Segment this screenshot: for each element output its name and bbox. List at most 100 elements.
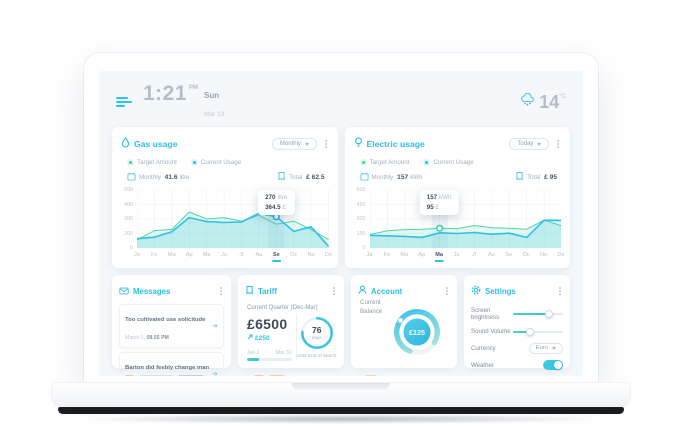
volume-slider[interactable]	[513, 327, 563, 336]
gas-menu-icon[interactable]	[323, 138, 329, 150]
range-start: Jan 1	[247, 350, 260, 357]
month-label[interactable]: Ja	[366, 252, 373, 259]
electric-period-dropdown[interactable]: Today	[509, 138, 550, 151]
account-card: Account Current Balance	[351, 275, 457, 369]
day-label: Sun	[204, 91, 220, 100]
electric-period-unit: kWh	[410, 173, 423, 181]
gas-legend: Target Amount Current Usage	[127, 159, 329, 167]
receipt-icon	[515, 171, 527, 183]
electric-y-axis: 600 450 300 150 0	[356, 187, 366, 252]
volume-slider-handle[interactable]	[525, 327, 534, 336]
message-title: Barton did feebly change man	[125, 364, 210, 371]
messages-menu-icon[interactable]	[218, 285, 224, 297]
month-label[interactable]: De	[557, 252, 565, 259]
tariff-menu-icon[interactable]	[331, 285, 337, 297]
target-line	[369, 219, 561, 236]
gas-plot-area[interactable]: 270 litre 364.5 £	[137, 190, 329, 249]
message-time: March 5, 08.55 PM	[125, 335, 169, 342]
receipt-icon	[277, 171, 289, 183]
month-label[interactable]: Ju	[221, 252, 227, 259]
menu-icon[interactable]	[116, 95, 132, 109]
month-label[interactable]: Oc	[290, 252, 298, 259]
month-label[interactable]: Oc	[522, 252, 530, 259]
top-bar: 1:21 PM Sun Mar 13 14 °C	[116, 83, 566, 120]
message-item[interactable]: Barton did feebly change man March 4, 02…	[119, 351, 224, 376]
month-label[interactable]: Au	[487, 252, 495, 259]
legend-target[interactable]: Target Amount	[359, 159, 409, 167]
month-label[interactable]: De	[324, 252, 333, 259]
message-title: Too cultivated use solicitude	[125, 317, 206, 324]
gas-period-unit: litre	[179, 173, 190, 181]
gauge-marker-dot	[397, 317, 404, 324]
electric-menu-icon[interactable]	[555, 138, 561, 150]
days-left-value: 76	[312, 324, 322, 335]
month-label[interactable]: Jl	[239, 252, 244, 259]
month-label[interactable]: Se	[505, 252, 513, 259]
receipt-icon	[245, 282, 254, 300]
laptop-notch	[292, 383, 390, 390]
volume-label: Sound Volume	[471, 328, 511, 336]
target-area	[369, 220, 561, 249]
settings-title: Settings	[485, 286, 516, 296]
target-line	[137, 211, 329, 241]
current-usage-line	[137, 212, 329, 248]
laptop-base	[52, 383, 630, 408]
gas-card-title: Gas usage	[134, 139, 178, 150]
date-label: Mar 13	[204, 110, 225, 118]
arrow-right-icon[interactable]: ➜	[212, 370, 218, 376]
gas-tooltip: 270 litre 364.5 £	[258, 190, 295, 216]
dashboard-screen: 1:21 PM Sun Mar 13 14 °C	[99, 71, 583, 376]
month-label[interactable]: Ap	[418, 252, 426, 259]
brightness-slider[interactable]	[513, 309, 563, 318]
month-label[interactable]: Ju	[453, 252, 460, 259]
month-label[interactable]: Se	[272, 252, 280, 259]
rain-cloud-icon	[520, 92, 535, 111]
current-usage-line	[369, 219, 561, 239]
month-label[interactable]: Ma	[202, 252, 211, 259]
month-label[interactable]: Ma	[435, 252, 444, 259]
month-label[interactable]: Fe	[383, 252, 391, 259]
chevron-down-icon	[537, 142, 542, 146]
electric-total-value: £ 95	[544, 173, 557, 181]
month-label[interactable]: Au	[255, 252, 263, 259]
currency-value: Euro	[535, 345, 548, 352]
electric-legend: Target Amount Current Usage	[359, 159, 562, 167]
envelope-icon	[119, 282, 129, 300]
month-label[interactable]: Ma	[400, 252, 409, 259]
arrow-right-icon[interactable]: ➜	[212, 323, 218, 331]
weather-widget: 14 °C	[520, 91, 566, 112]
month-label[interactable]: Ap	[185, 252, 193, 259]
balance-gauge: £125	[388, 303, 446, 361]
legend-current[interactable]: Current Usage	[190, 159, 241, 167]
month-label[interactable]: Fe	[151, 252, 158, 259]
month-label[interactable]: No	[540, 252, 548, 259]
message-item[interactable]: Too cultivated use solicitude March 5, 0…	[119, 304, 224, 348]
electric-plot-area[interactable]: 157 kWh 95 £	[369, 190, 561, 249]
gas-period-dropdown[interactable]: Monthly	[271, 138, 317, 151]
balance-value: £125	[409, 327, 425, 337]
month-label[interactable]: Jl	[471, 252, 476, 259]
account-menu-icon[interactable]	[444, 285, 450, 297]
temperature-value: 14	[539, 91, 560, 112]
chevron-down-icon	[552, 346, 556, 350]
target-dot-icon	[127, 159, 134, 167]
weather-toggle[interactable]	[543, 360, 563, 371]
electric-info-row: Monthly 157 kWh Total £ 95	[359, 171, 560, 183]
gas-usage-card: Gas usage Monthly Target Amount Current …	[112, 127, 338, 269]
gas-chart: 500 400 300 200 0 270 litre 364.5 £	[121, 187, 329, 251]
tariff-amount: £6500	[247, 316, 288, 333]
weather-toggle-label: Weather	[471, 361, 494, 369]
legend-current[interactable]: Current Usage	[423, 159, 474, 167]
target-dot-icon	[359, 159, 367, 167]
month-label[interactable]: Ja	[134, 252, 140, 259]
settings-menu-icon[interactable]	[557, 285, 563, 297]
tariff-delta: £250	[247, 334, 292, 342]
brightness-slider-handle[interactable]	[545, 309, 553, 318]
month-label[interactable]: No	[307, 252, 315, 259]
person-icon	[358, 282, 367, 300]
month-label[interactable]: Ma	[167, 252, 176, 259]
legend-target[interactable]: Target Amount	[127, 159, 177, 167]
chart-marker	[435, 224, 443, 232]
time-meridiem: PM	[189, 85, 199, 91]
currency-dropdown[interactable]: Euro	[528, 342, 563, 354]
